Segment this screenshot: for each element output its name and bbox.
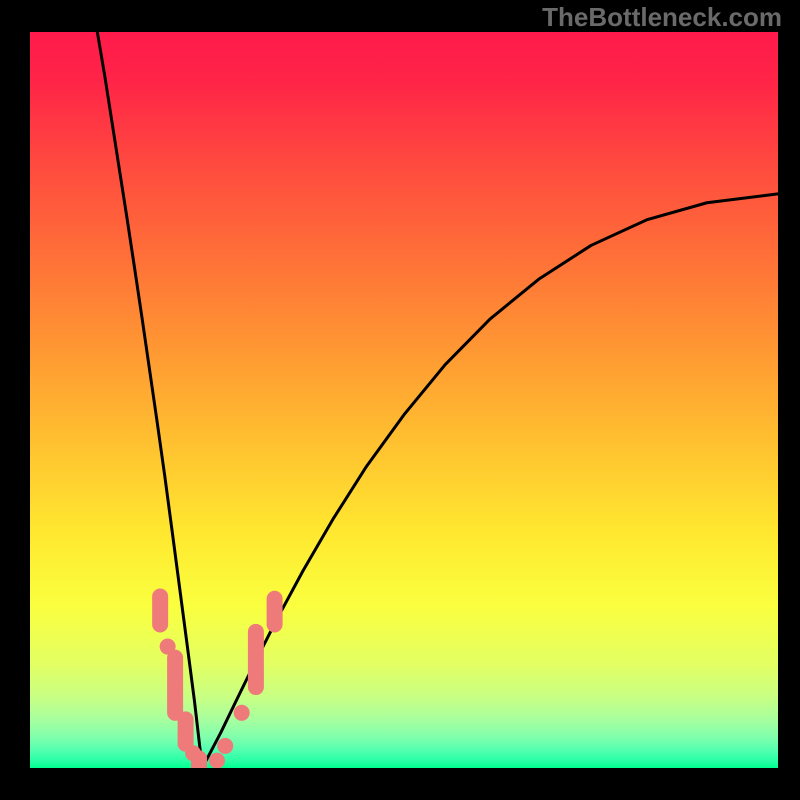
watermark-text: TheBottleneck.com (542, 2, 782, 33)
data-marker (217, 738, 233, 754)
data-marker (234, 705, 250, 721)
data-marker (209, 753, 225, 768)
plot-area (30, 32, 778, 768)
chart-canvas: TheBottleneck.com (0, 0, 800, 800)
gradient-background (30, 32, 778, 768)
bottleneck-curve-chart (30, 32, 778, 768)
